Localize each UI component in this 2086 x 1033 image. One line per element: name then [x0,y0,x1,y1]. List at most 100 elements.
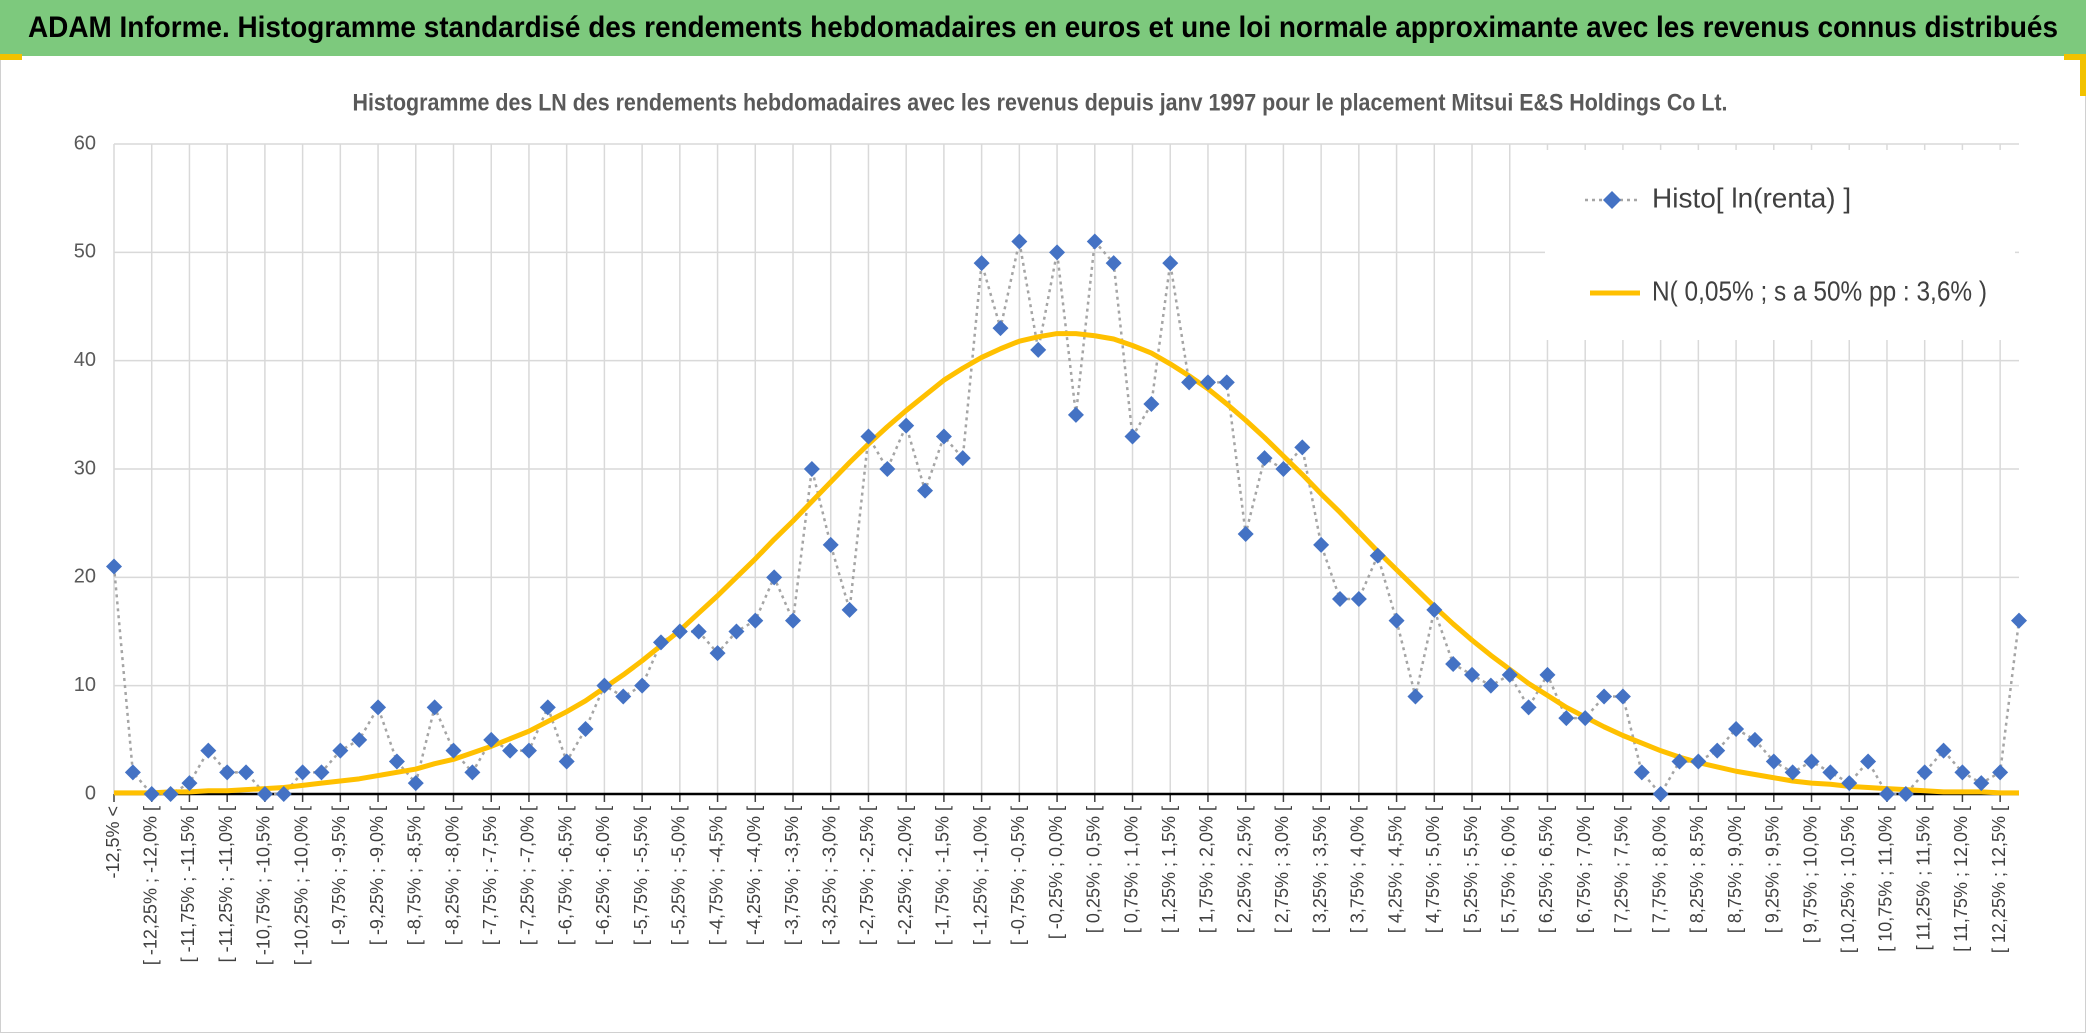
marker [1577,710,1594,727]
marker [671,623,688,640]
x-tick-label: [ -6,75% ; -6,5% [ [555,806,575,945]
marker [1916,764,1933,781]
marker [256,786,273,802]
y-tick-label: 40 [74,349,96,371]
marker [1709,742,1726,759]
marker [370,699,387,716]
x-tick-label: [ -1,25% ; -1,0% [ [970,806,990,945]
x-tick-label: [ -7,25% ; -7,0% [ [518,806,538,945]
x-tick-label: [ -7,75% ; -7,5% [ [480,806,500,945]
marker [1313,536,1330,553]
x-tick-label: [ -2,75% ; -2,5% [ [857,806,877,945]
marker [1728,721,1745,737]
marker [426,699,443,716]
y-tick-label: 60 [74,132,96,154]
marker [143,786,160,802]
corner-mark [0,54,22,60]
marker [1049,244,1066,261]
header-title: ADAM Informe. Histogramme standardisé de… [28,11,2058,44]
marker [1105,255,1122,272]
x-tick-label: [ 8,25% ; 8,5% [ [1687,806,1707,933]
x-tick-label: [ 11,25% ; 11,5% [ [1913,806,1933,950]
x-tick-label: [ 1,75% ; 2,0% [ [1197,806,1217,933]
marker [520,742,537,759]
marker [1860,753,1877,770]
marker [1388,612,1405,629]
marker [992,320,1009,337]
marker [1765,753,1782,770]
marker [879,461,896,477]
x-tick-label: [ -9,75% ; -9,5% [ [329,806,349,945]
corner-mark [2064,54,2086,60]
marker [747,612,764,629]
marker [1746,731,1763,748]
marker [388,753,405,770]
x-tick-label: [ -8,25% ; -8,0% [ [442,806,462,945]
marker [200,742,217,759]
marker [1426,601,1443,618]
marker [238,764,255,781]
marker [1520,699,1537,716]
x-tick-label: [ 6,25% ; 6,5% [ [1536,806,1556,933]
marker [464,764,481,781]
marker [1350,591,1367,607]
marker [785,612,802,629]
marker [332,742,349,759]
marker [502,742,519,759]
marker [1841,775,1858,792]
x-tick-label: [ 10,25% ; 10,5% [ [1838,806,1858,953]
marker [728,623,745,640]
marker [709,645,726,662]
x-tick-label: [ 8,75% ; 9,0% [ [1725,806,1745,933]
marker [1897,786,1914,802]
x-tick-label: [ -10,75% ; -10,5% [ [254,806,274,965]
x-tick-label: [ 5,25% ; 5,5% [ [1461,806,1481,933]
marker [1954,764,1971,781]
marker [822,536,839,553]
x-tick-label: [ 4,25% ; 4,5% [ [1385,806,1405,933]
marker [313,764,330,781]
marker [1218,374,1235,391]
chart-title: Histogramme des LN des rendements hebdom… [353,89,1728,116]
legend-label: N( 0,05% ; s a 50% pp : 3,6% ) [1652,275,1987,306]
marker [483,731,500,748]
x-tick-label: [ -8,75% ; -8,5% [ [405,806,425,945]
marker [1445,656,1462,672]
x-tick-label: [ -4,75% ; -4,5% [ [706,806,726,945]
marker [860,428,877,445]
marker [539,699,556,716]
legend-swatch [1603,191,1621,209]
marker [577,721,594,737]
marker [445,742,462,759]
marker [935,428,952,445]
corner-mark [2080,56,2086,96]
marker [181,775,198,792]
marker [219,764,236,781]
x-tick-label: [ 3,75% ; 4,0% [ [1348,806,1368,933]
marker [275,786,292,802]
marker [294,764,311,781]
x-tick-label: [ -0,25% ; 0,0% [ [1046,806,1066,939]
marker [1331,591,1348,607]
marker [1596,688,1613,705]
x-tick-label: [ -11,25% ; -11,0% [ [216,806,236,962]
marker [1199,374,1216,391]
marker [898,417,915,434]
x-tick-label: [ 2,75% ; 3,0% [ [1272,806,1292,933]
x-tick-label: [ -11,75% ; -11,5% [ [178,806,198,962]
x-tick-label: [ -10,25% ; -10,0% [ [291,806,311,965]
marker [1124,428,1141,445]
x-tick-label: [ 4,75% ; 5,0% [ [1423,806,1443,933]
y-tick-label: 10 [74,674,96,696]
legend-label: Histo[ ln(renta) ] [1652,182,1851,213]
marker [841,601,858,618]
marker [162,786,179,802]
marker [1067,406,1084,423]
x-tick-label: [ 11,75% ; 12,0% [ [1951,806,1971,952]
marker [407,775,424,792]
x-tick-label: [ -4,25% ; -4,0% [ [744,806,764,945]
x-tick-label: [ 0,25% ; 0,5% [ [1084,806,1104,933]
marker [1935,742,1952,759]
marker [1294,439,1311,456]
